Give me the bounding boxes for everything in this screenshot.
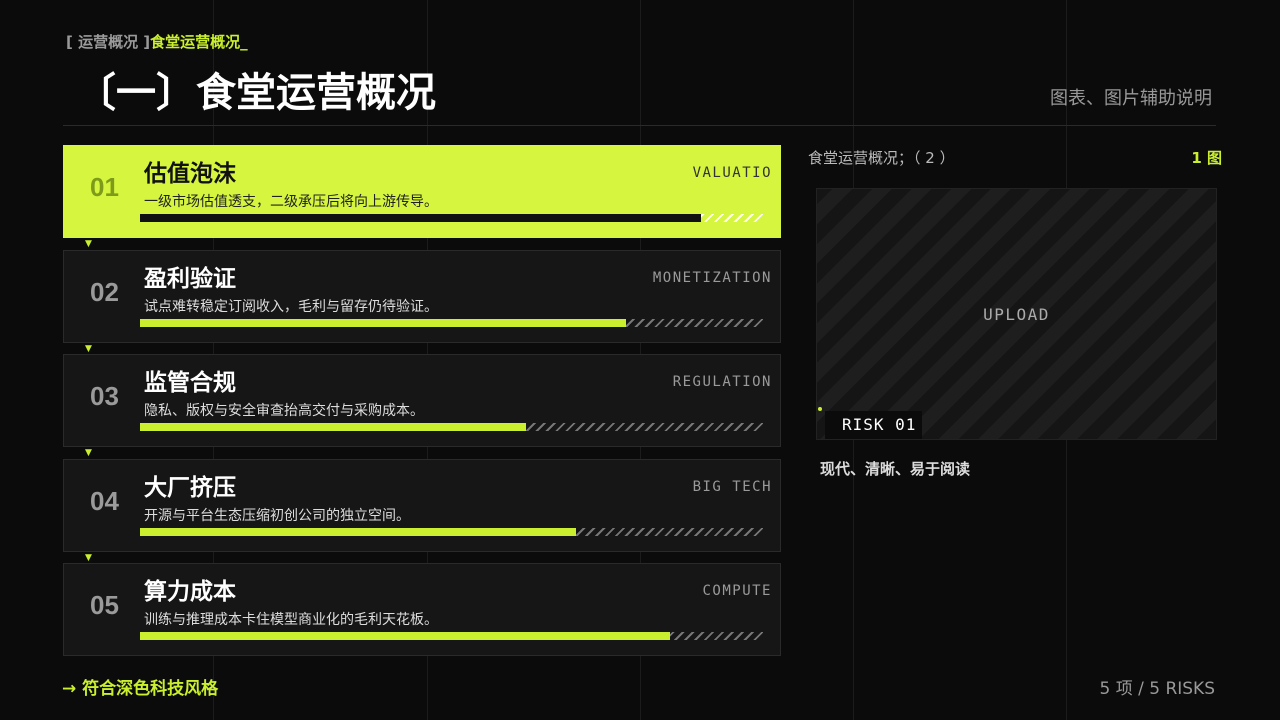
page-title: 〔一〕食堂运营概况 bbox=[76, 70, 436, 116]
progress-track bbox=[140, 423, 763, 431]
risk-title: 监管合规 bbox=[144, 370, 236, 396]
breadcrumb: [ 运营概况 ]食堂运营概况_ bbox=[66, 31, 248, 52]
risk-card: 05 算力成本 COMPUTE 训练与推理成本卡住模型商业化的毛利天花板。 bbox=[63, 563, 781, 656]
panel-count: 1 图 bbox=[1191, 149, 1222, 167]
risk-card: 03 监管合规 REGULATION 隐私、版权与安全审查抬高交付与采购成本。 bbox=[63, 354, 781, 447]
risk-title: 盈利验证 bbox=[144, 265, 236, 292]
risk-description: 训练与推理成本卡住模型商业化的毛利天花板。 bbox=[144, 612, 438, 628]
upload-label: UPLOAD bbox=[983, 305, 1050, 324]
risk-badge: RISK 01 bbox=[825, 411, 922, 439]
breadcrumb-current: 食堂运营概况_ bbox=[150, 33, 248, 51]
progress-track bbox=[140, 632, 763, 640]
risk-number: 02 bbox=[90, 276, 119, 307]
progress-fill bbox=[140, 214, 701, 222]
badge-dot bbox=[818, 407, 822, 411]
breadcrumb-parent: [ 运营概况 ] bbox=[66, 33, 151, 51]
footer-summary: 5 项 / 5 RISKS bbox=[1099, 679, 1215, 699]
risk-tag: COMPUTE bbox=[702, 583, 772, 599]
progress-fill bbox=[140, 632, 670, 640]
risk-number: 04 bbox=[90, 485, 119, 516]
progress-fill bbox=[140, 423, 527, 431]
connector-arrow: ▼ bbox=[85, 448, 92, 458]
progress-track bbox=[140, 527, 763, 536]
risk-description: 试点难转稳定订阅收入，毛利与留存仍待验证。 bbox=[144, 298, 438, 315]
risk-title: 算力成本 bbox=[144, 579, 236, 605]
footer-cta: → 符合深色科技风格 bbox=[62, 679, 219, 699]
risk-title: 大厂挤压 bbox=[144, 474, 236, 501]
progress-fill bbox=[140, 318, 626, 327]
risk-card: 01 估值泡沫 VALUATIO 一级市场估值透支，二级承压后将向上游传导。 bbox=[63, 145, 781, 238]
connector-arrow: ▼ bbox=[85, 343, 92, 354]
progress-track bbox=[140, 214, 763, 222]
panel-note: 现代、清晰、易于阅读 bbox=[820, 460, 971, 478]
risk-card: 02 盈利验证 MONETIZATION 试点难转稳定订阅收入，毛利与留存仍待验证。 bbox=[63, 249, 781, 343]
risk-description: 隐私、版权与安全审查抬高交付与采购成本。 bbox=[144, 403, 424, 419]
image-placeholder: UPLOAD RISK 01 bbox=[816, 188, 1217, 440]
progress-fill bbox=[140, 527, 577, 536]
progress-track bbox=[140, 318, 763, 327]
risk-number: 03 bbox=[90, 381, 119, 411]
risk-number: 01 bbox=[90, 172, 119, 202]
risk-tag: VALUATIO bbox=[692, 165, 772, 181]
risk-description: 一级市场估值透支，二级承压后将向上游传导。 bbox=[144, 194, 438, 210]
risk-tag: MONETIZATION bbox=[652, 269, 772, 286]
risk-card: 04 大厂挤压 BIG TECH 开源与平台生态压缩初创公司的独立空间。 bbox=[63, 458, 781, 552]
risk-description: 开源与平台生态压缩初创公司的独立空间。 bbox=[144, 507, 410, 524]
risk-tag: BIG TECH bbox=[692, 478, 772, 495]
risk-title: 估值泡沫 bbox=[144, 161, 236, 187]
risk-tag: REGULATION bbox=[672, 374, 772, 390]
header-note: 图表、图片辅助说明 bbox=[1050, 88, 1212, 109]
connector-arrow: ▼ bbox=[85, 552, 92, 563]
divider bbox=[63, 125, 1216, 126]
connector-arrow: ▼ bbox=[85, 239, 92, 249]
risk-number: 05 bbox=[90, 590, 119, 620]
panel-caption: 食堂运营概况；（ 2 ） bbox=[808, 149, 955, 167]
